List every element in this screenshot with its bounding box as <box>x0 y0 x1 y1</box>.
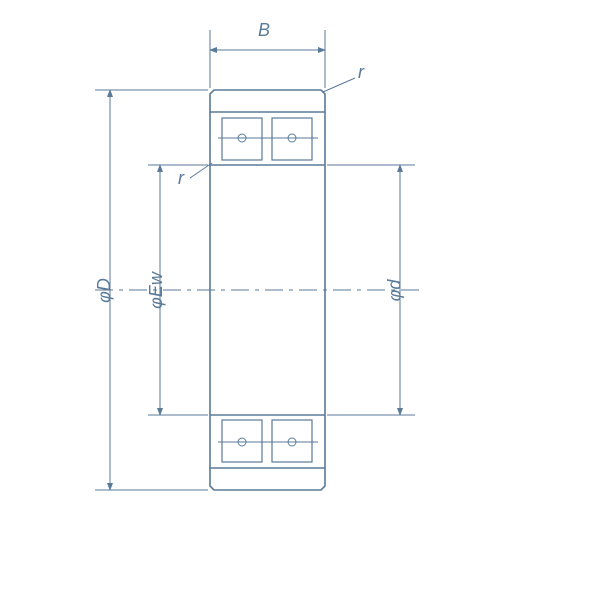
bearing-diagram: B φD φEw φd r r <box>0 0 600 600</box>
outer-ring-top <box>210 90 325 165</box>
label-D: φD <box>94 278 115 303</box>
label-r1: r <box>358 62 364 83</box>
label-B: B <box>258 20 270 41</box>
outer-ring-bottom <box>210 415 325 490</box>
label-d: φd <box>384 280 405 302</box>
label-Ew: φEw <box>146 272 167 309</box>
label-r2: r <box>178 168 184 189</box>
drawing-svg <box>0 0 600 600</box>
